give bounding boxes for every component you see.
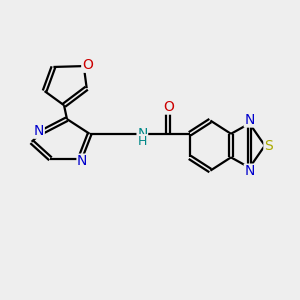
Text: N: N	[244, 164, 255, 178]
Text: O: O	[82, 58, 93, 72]
Text: O: O	[163, 100, 174, 114]
Text: S: S	[264, 139, 273, 153]
Text: N: N	[137, 128, 148, 141]
Text: N: N	[77, 154, 88, 168]
Text: N: N	[34, 124, 44, 138]
Text: N: N	[244, 113, 255, 127]
Text: H: H	[138, 135, 147, 148]
